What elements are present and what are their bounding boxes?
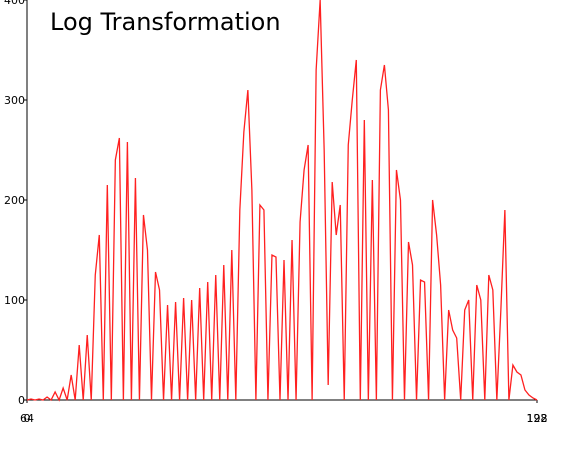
x-tick-label: 128 [527, 412, 548, 425]
x-tick-label: 192 [527, 412, 548, 425]
y-tick-label: 200 [4, 194, 25, 207]
y-tick-label: 400 [4, 0, 25, 7]
chart-title: Log Transformation [50, 8, 281, 36]
y-tick-label: 300 [4, 94, 25, 107]
x-tick-label: 64 [20, 412, 34, 425]
x-tick-label: 0 [24, 412, 31, 425]
data-line [26, 0, 538, 402]
y-tick-label: 100 [4, 294, 25, 307]
y-tick-label: 0 [18, 394, 25, 407]
